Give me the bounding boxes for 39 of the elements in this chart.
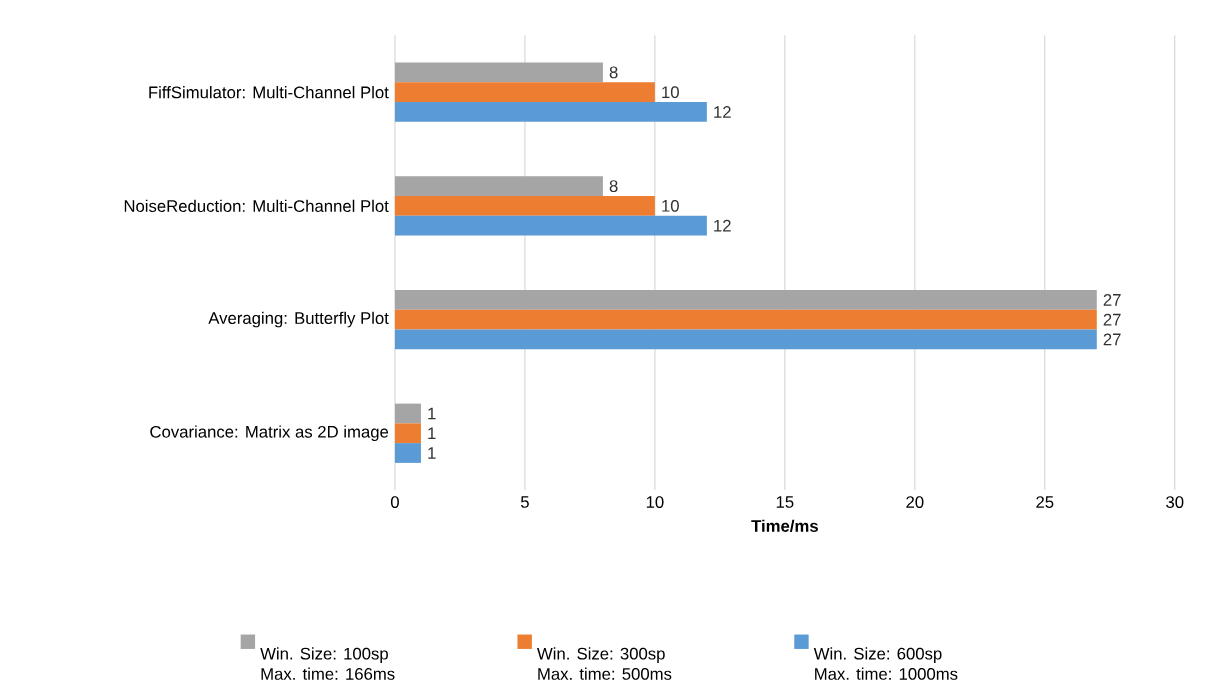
legend-label: Win. Size: 300sp Max. time: 500ms xyxy=(537,647,672,680)
bar xyxy=(394,62,603,83)
bar xyxy=(394,423,421,444)
x-tick-label: 25 xyxy=(1036,496,1054,508)
data-label: 1 xyxy=(428,447,436,459)
data-label: 27 xyxy=(1103,313,1121,326)
bar xyxy=(394,102,707,122)
bar xyxy=(394,215,707,236)
bar xyxy=(394,289,1097,310)
x-tick-label: 30 xyxy=(1166,496,1184,508)
x-tick-label: 10 xyxy=(646,496,664,508)
x-tick-label: 5 xyxy=(520,496,529,508)
data-label: 27 xyxy=(1103,333,1121,346)
data-label: 8 xyxy=(609,180,618,192)
y-tick-label: Covariance: Matrix as 2D image xyxy=(150,425,389,441)
bar xyxy=(394,403,421,424)
x-tick-label: 0 xyxy=(390,496,399,508)
bar xyxy=(394,443,421,463)
data-label: 1 xyxy=(428,427,436,439)
data-label: 1 xyxy=(428,407,436,420)
legend-label: Win. Size: 600sp Max. time: 1000ms xyxy=(813,647,958,680)
x-tick-label: 20 xyxy=(906,496,924,508)
y-tick-label: Averaging: Butterfly Plot xyxy=(208,311,389,328)
data-label: 12 xyxy=(714,219,731,232)
bar xyxy=(394,82,655,103)
data-label: 27 xyxy=(1103,293,1121,306)
data-label: 12 xyxy=(714,106,731,118)
y-tick-label: FiffSimulator: Multi-Channel Plot xyxy=(149,86,389,99)
y-tick-label: NoiseReduction: Multi-Channel Plot xyxy=(124,199,389,212)
legend-label: Win. Size: 100sp Max. time: 166ms xyxy=(260,647,395,680)
bar xyxy=(394,329,1097,350)
data-label: 8 xyxy=(609,66,618,79)
data-label: 10 xyxy=(662,199,679,212)
bar xyxy=(394,309,1097,330)
x-axis-title: Time/ms xyxy=(751,519,818,533)
x-tick-label: 15 xyxy=(776,496,794,508)
bar xyxy=(394,195,655,216)
data-label: 10 xyxy=(662,86,679,99)
bar xyxy=(394,176,603,196)
